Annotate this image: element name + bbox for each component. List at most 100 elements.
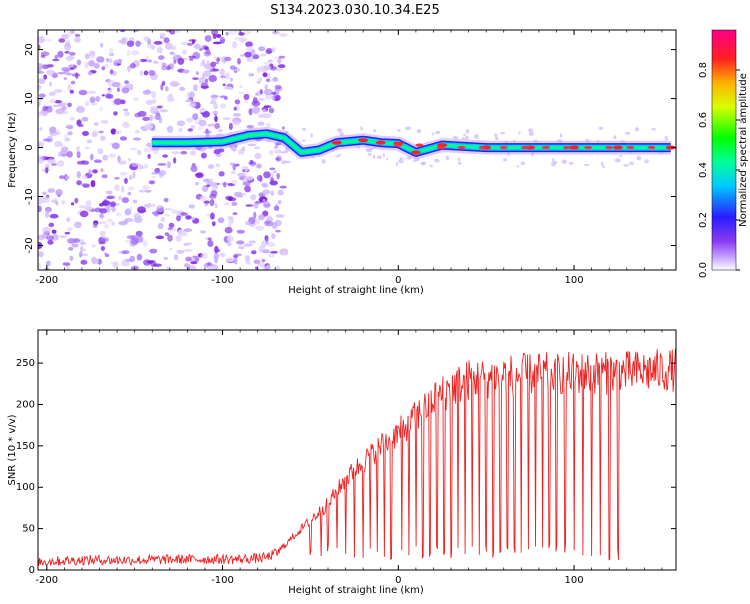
noise-speckle [247,143,257,147]
noise-speckle [201,110,210,118]
snr-panel: -200 -100 0 100 0 50 100 150 200 250 Height of s… [7,329,677,596]
noise-speckle [552,158,555,162]
noise-speckle [192,51,201,60]
noise-speckle [104,62,109,69]
noise-speckle [138,209,147,213]
noise-speckle [114,177,120,180]
noise-speckle [619,155,623,158]
noise-speckle [76,59,82,66]
noise-speckle [38,63,44,70]
noise-speckle [207,265,215,270]
noise-speckle [262,113,272,119]
noise-speckle [60,146,69,153]
noise-speckle [463,133,466,136]
noise-speckle [243,100,249,104]
noise-speckle [76,151,81,159]
noise-speckle [203,200,210,204]
noise-speckle [104,253,110,257]
noise-speckle [277,189,284,196]
noise-speckle [584,164,590,166]
noise-speckle [382,153,385,158]
noise-speckle [214,256,218,264]
noise-speckle [166,65,171,71]
noise-speckle [151,211,159,215]
noise-speckle [44,38,53,42]
noise-speckle [236,229,245,234]
noise-speckle [279,185,287,189]
noise-speckle [219,36,224,40]
noise-speckle [76,105,85,114]
noise-speckle [55,189,63,196]
noise-speckle [74,36,81,43]
noise-speckle [47,239,54,245]
noise-speckle [38,36,45,44]
noise-speckle [613,135,617,140]
colorbar-label: Normalized spectral amplitude [738,73,749,227]
noise-speckle [274,84,282,90]
noise-speckle [190,261,198,265]
noise-speckle [435,130,441,135]
noise-speckle [244,220,253,226]
noise-speckle [114,184,120,191]
noise-speckle [81,242,87,245]
noise-speckle [38,71,45,74]
noise-speckle [219,95,227,98]
noise-speckle [74,197,79,204]
noise-speckle [185,99,192,103]
noise-speckle [279,33,288,37]
noise-speckle [277,200,282,205]
noise-speckle [266,78,271,82]
noise-speckle [190,125,196,129]
noise-speckle [133,217,143,223]
noise-speckle [38,44,41,50]
noise-speckle [310,133,313,138]
noise-speckle [269,149,274,156]
noise-speckle [124,178,128,184]
noise-speckle [204,35,212,42]
noise-speckle [99,208,108,214]
noise-speckle [45,207,51,213]
ridge-peak [563,145,572,150]
noise-speckle [650,128,657,131]
noise-speckle [203,51,212,57]
noise-speckle [216,249,221,253]
noise-speckle [76,180,82,186]
noise-speckle [113,111,118,116]
noise-speckle [215,61,219,65]
noise-speckle [106,190,113,195]
noise-speckle [208,74,217,83]
noise-speckle [101,200,111,207]
noise-speckle [146,142,154,148]
noise-speckle [62,262,71,266]
noise-speckle [65,72,72,76]
noise-speckle [181,41,188,46]
noise-speckle [222,117,231,120]
ridge-peak [665,145,676,150]
noise-speckle [121,37,127,45]
noise-speckle [118,195,123,201]
noise-speckle [39,98,43,102]
noise-speckle [224,56,232,62]
noise-speckle [395,162,399,166]
noise-speckle [271,92,277,95]
x-tick-label: 100 [565,575,584,586]
ridge-peak [331,140,342,145]
noise-speckle [143,147,153,153]
noise-speckle [57,71,67,75]
noise-speckle [182,49,187,55]
noise-speckle [69,67,75,70]
noise-speckle [156,46,163,54]
x-tick-label: 0 [395,275,401,286]
noise-speckle [186,42,194,46]
noise-speckle [144,189,152,193]
noise-speckle [233,106,237,111]
noise-speckle [634,127,639,132]
noise-speckle [199,195,208,202]
noise-speckle [248,72,252,78]
noise-speckle [177,229,185,236]
noise-speckle [163,197,169,203]
noise-speckle [262,198,266,203]
noise-speckle [183,228,193,232]
noise-speckle [91,102,98,106]
noise-speckle [174,30,181,33]
